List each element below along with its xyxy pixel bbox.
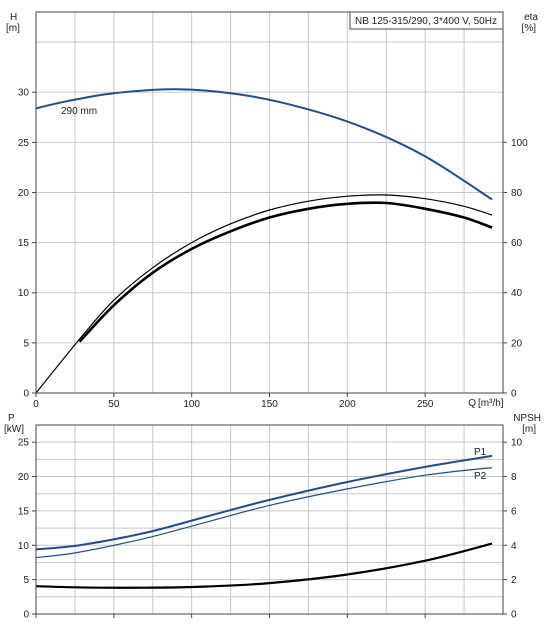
- x-tick-label: 100: [183, 399, 200, 410]
- series-label-p1: P1: [474, 447, 487, 458]
- y-left-tick-label: 20: [18, 188, 30, 199]
- series-curve: [35, 194, 493, 394]
- y-left-tick-label: 10: [18, 288, 30, 299]
- x-tick-label: 200: [339, 399, 356, 410]
- bottom-ticks: 0 5 10 15 20 25 0 2 4 6 8 10: [18, 438, 523, 621]
- series-label-p2: P2: [474, 471, 487, 482]
- impeller-diameter-label: 290 mm: [61, 106, 97, 117]
- top-panel: 0 50 100 150 200 250051015202530020406080100 …: [6, 11, 538, 410]
- series-curve: [35, 542, 493, 589]
- x-axis-title-unit: [m³/h]: [478, 398, 504, 409]
- chart-title-box: [349, 11, 504, 30]
- chart-title: NB 125-315/290, 3*400 V, 50Hz: [355, 16, 497, 27]
- y-right-tick-label: 100: [511, 138, 528, 149]
- series-curve: [35, 467, 493, 559]
- top-left-axis-title: H: [10, 12, 17, 23]
- bottom-panel: 0 5 10 15 20 25 0 2 4 6 8 10 P [kW] NPSH [m] P1 P2: [4, 413, 541, 621]
- y-right-tick-label: 20: [511, 338, 523, 349]
- y-left-tick-label: 15: [18, 506, 30, 517]
- bottom-curves: [35, 454, 493, 589]
- y-left-tick-label: 15: [18, 238, 30, 249]
- y-right-tick-label: 10: [511, 438, 523, 449]
- x-axis-title-q: Q: [468, 398, 476, 409]
- x-tick-label: 50: [108, 399, 120, 410]
- top-right-axis-unit: [%]: [522, 23, 537, 34]
- y-left-tick-label: 25: [18, 438, 30, 449]
- y-right-tick-label: 0: [511, 610, 517, 621]
- top-left-axis-unit: [m]: [6, 23, 20, 34]
- y-left-tick-label: 10: [18, 541, 30, 552]
- y-left-tick-label: 30: [18, 88, 30, 99]
- x-tick-label: 0: [33, 399, 39, 410]
- series-curve: [35, 88, 493, 201]
- y-right-tick-label: 8: [511, 472, 517, 483]
- y-left-tick-label: 25: [18, 138, 30, 149]
- series-curve: [78, 201, 493, 343]
- y-left-tick-label: 5: [23, 338, 29, 349]
- y-left-tick-label: 20: [18, 472, 30, 483]
- top-grid: [36, 12, 503, 393]
- y-left-tick-label: 5: [23, 575, 29, 586]
- y-left-tick-label: 0: [23, 389, 29, 400]
- y-right-tick-label: 0: [511, 389, 517, 400]
- bottom-left-axis-title: P: [8, 413, 15, 424]
- top-ticks: 0 50 100 150 200 250 0 5 10 15 20 25 30 0 20 40 60 80 100: [18, 88, 528, 410]
- series-curve: [35, 454, 493, 551]
- y-left-tick-label: 0: [23, 610, 29, 621]
- y-right-tick-label: 60: [511, 238, 523, 249]
- bottom-grid: [36, 425, 503, 614]
- bottom-right-axis-title: NPSH: [513, 413, 541, 424]
- top-curves: [35, 88, 493, 394]
- y-right-tick-label: 6: [511, 506, 517, 517]
- x-tick-label: 250: [417, 399, 434, 410]
- y-right-tick-label: 40: [511, 288, 523, 299]
- x-tick-label: 150: [261, 399, 278, 410]
- y-right-tick-label: 80: [511, 188, 523, 199]
- y-right-tick-label: 4: [511, 541, 517, 552]
- top-right-axis-title: eta: [524, 12, 538, 23]
- y-right-tick-label: 2: [511, 575, 517, 586]
- bottom-left-axis-unit: [kW]: [4, 424, 24, 435]
- bottom-right-axis-unit: [m]: [522, 424, 536, 435]
